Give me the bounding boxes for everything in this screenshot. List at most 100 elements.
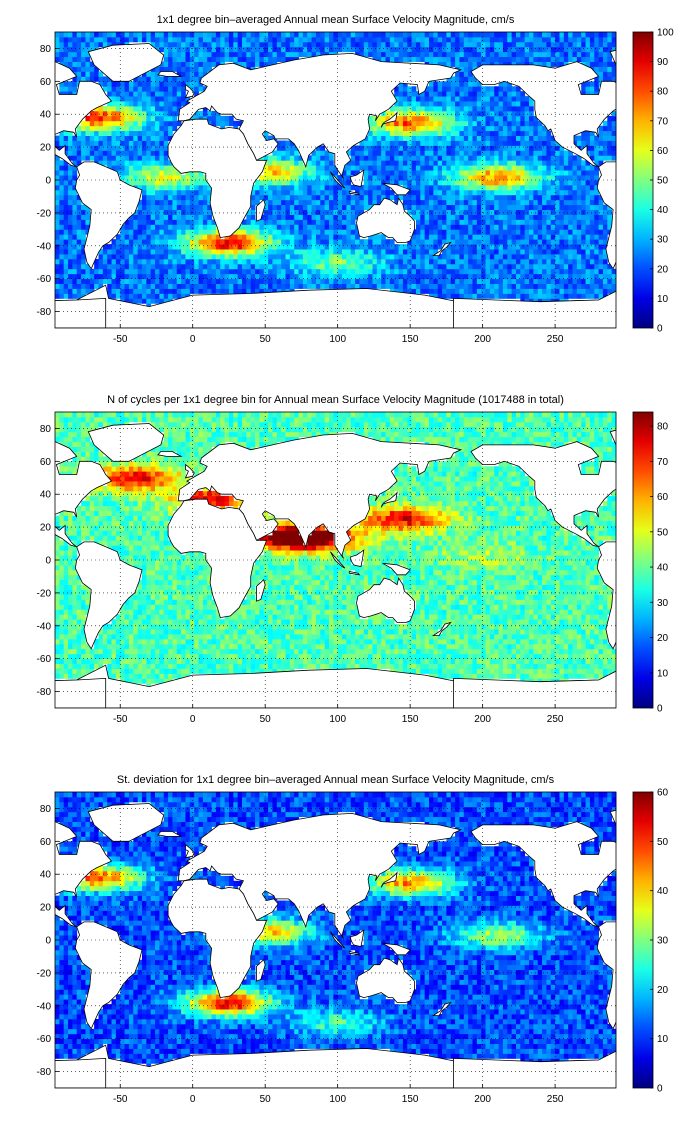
ocean-cell (298, 249, 304, 255)
ocean-cell (533, 219, 539, 225)
ocean-cell (507, 273, 513, 280)
ocean-cell (485, 61, 491, 67)
ocean-cell (55, 135, 60, 141)
ocean-cell (368, 155, 373, 161)
ocean-cell (89, 66, 95, 72)
ocean-cell (133, 263, 139, 270)
ocean-cell (463, 41, 469, 48)
ocean-cell (533, 189, 539, 196)
panel-velocity-magnitude: 1x1 degree bin–averaged Annual mean Surf… (0, 0, 696, 380)
ocean-cell (415, 135, 421, 141)
ocean-cell (455, 204, 460, 210)
ocean-cell (115, 249, 121, 255)
ocean-cell (420, 170, 426, 176)
ocean-cell (498, 239, 504, 245)
ocean-cell (520, 273, 526, 280)
ocean-cell (381, 56, 386, 62)
ocean-cell (607, 130, 613, 136)
ocean-cell (215, 41, 221, 48)
ocean-cell (502, 194, 508, 201)
ocean-cell (511, 96, 517, 102)
ocean-cell (559, 293, 565, 299)
ocean-cell (68, 135, 73, 141)
ocean-cell (159, 283, 165, 289)
ocean-cell (363, 249, 369, 255)
ocean-cell (98, 71, 104, 77)
ocean-cell (120, 155, 125, 161)
ocean-cell (398, 101, 404, 107)
ocean-cell (224, 283, 230, 289)
ocean-cell (524, 180, 530, 186)
ocean-cell (533, 263, 539, 270)
ocean-cell (215, 56, 221, 62)
ocean-cell (489, 194, 495, 201)
ocean-cell (333, 180, 339, 186)
ocean-cell (472, 268, 478, 275)
ocean-cell (524, 175, 530, 181)
ocean-cell (450, 283, 456, 289)
ocean-cell (137, 199, 143, 206)
ocean-cell (168, 229, 173, 235)
ocean-cell (102, 263, 108, 270)
ocean-cell (385, 51, 391, 58)
ocean-cell (59, 81, 65, 87)
ocean-cell (533, 229, 539, 235)
ocean-cell (455, 184, 460, 191)
ocean-cell (481, 115, 486, 122)
ocean-cell (276, 175, 282, 181)
ocean-cell (102, 150, 108, 156)
ocean-cell (285, 180, 291, 186)
ocean-cell (507, 175, 513, 181)
ocean-cell (542, 244, 547, 250)
ocean-cell (498, 155, 504, 161)
ocean-cell (350, 145, 356, 151)
ocean-cell (368, 135, 373, 141)
ocean-cell (311, 244, 317, 250)
ocean-cell (559, 278, 565, 284)
ocean-cell (507, 194, 513, 201)
ocean-cell (476, 130, 482, 136)
ocean-cell (189, 214, 195, 220)
ocean-cell (524, 61, 530, 67)
ocean-cell (376, 234, 382, 240)
ocean-cell (411, 244, 417, 250)
ocean-cell (546, 140, 552, 146)
ocean-cell (346, 150, 352, 156)
ocean-cell (468, 239, 473, 245)
ocean-cell (189, 175, 195, 181)
ocean-cell (259, 234, 265, 240)
ocean-cell (207, 263, 212, 270)
ocean-cell (85, 41, 91, 48)
ocean-cell (81, 249, 86, 255)
ocean-cell (281, 155, 286, 161)
ocean-cell (598, 135, 604, 141)
ocean-cell (398, 36, 404, 43)
ocean-cell (515, 175, 521, 181)
ocean-cell (224, 258, 230, 265)
ocean-cell (542, 224, 547, 230)
ocean-cell (211, 41, 217, 48)
ocean-cell (181, 234, 186, 240)
ocean-cell (485, 160, 491, 166)
ocean-cell (472, 273, 478, 280)
ocean-cell (159, 96, 165, 102)
ocean-cell (546, 239, 552, 245)
ocean-cell (98, 120, 104, 127)
ocean-cell (215, 32, 221, 38)
ocean-cell (55, 184, 60, 191)
ocean-cell (72, 51, 78, 58)
ocean-cell (168, 41, 173, 48)
ocean-cell (485, 214, 491, 220)
ocean-cell (342, 263, 347, 270)
ocean-cell (68, 293, 73, 299)
ocean-cell (55, 140, 60, 146)
ocean-cell (598, 234, 604, 240)
ocean-cell (429, 130, 434, 136)
ocean-cell (363, 180, 369, 186)
ocean-cell (363, 135, 369, 141)
ocean-cell (611, 125, 617, 132)
ocean-cell (320, 239, 326, 245)
ocean-cell (398, 273, 404, 280)
ocean-cell (168, 258, 173, 265)
ocean-cell (137, 110, 143, 117)
